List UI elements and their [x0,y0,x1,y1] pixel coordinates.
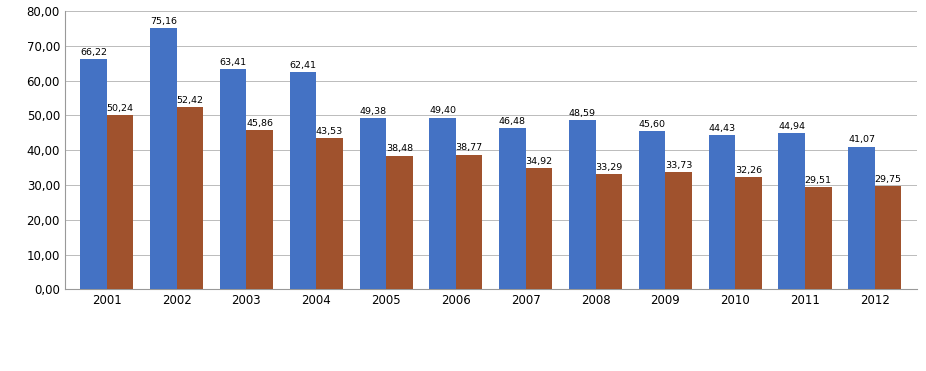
Bar [639,131,666,289]
Text: 29,51: 29,51 [805,175,832,185]
Text: 49,38: 49,38 [359,106,386,115]
Bar [177,107,203,289]
Bar [290,72,316,289]
Bar [386,155,413,289]
Bar [430,118,456,289]
Bar [526,168,552,289]
Text: 41,07: 41,07 [848,135,875,144]
Text: 38,48: 38,48 [386,144,413,154]
Text: 66,22: 66,22 [80,48,106,57]
Bar [316,138,343,289]
Text: 48,59: 48,59 [569,109,595,118]
Text: 29,75: 29,75 [875,175,902,184]
Text: 46,48: 46,48 [499,116,526,126]
Text: 32,26: 32,26 [735,166,762,175]
Bar [848,147,875,289]
Bar [569,120,595,289]
Text: 33,29: 33,29 [595,162,622,171]
Text: 45,86: 45,86 [246,119,273,128]
Bar [81,59,106,289]
Bar [106,115,133,289]
Bar [456,155,482,289]
Bar [708,135,735,289]
Bar [150,28,177,289]
Text: 38,77: 38,77 [456,144,482,152]
Text: 44,43: 44,43 [708,124,735,133]
Text: 49,40: 49,40 [429,106,457,115]
Text: 33,73: 33,73 [665,161,693,170]
Text: 62,41: 62,41 [290,61,317,70]
Text: 45,60: 45,60 [639,120,666,129]
Bar [735,177,762,289]
Text: 75,16: 75,16 [150,17,177,26]
Bar [875,186,901,289]
Bar [595,174,622,289]
Text: 63,41: 63,41 [219,58,246,67]
Bar [779,133,805,289]
Bar [805,187,832,289]
Bar [219,69,246,289]
Text: 43,53: 43,53 [316,127,344,136]
Text: 44,94: 44,94 [778,122,806,131]
Text: 50,24: 50,24 [106,104,133,112]
Text: 34,92: 34,92 [525,157,553,166]
Bar [246,130,273,289]
Bar [359,118,386,289]
Text: 52,42: 52,42 [176,96,204,105]
Bar [499,128,526,289]
Bar [666,172,692,289]
